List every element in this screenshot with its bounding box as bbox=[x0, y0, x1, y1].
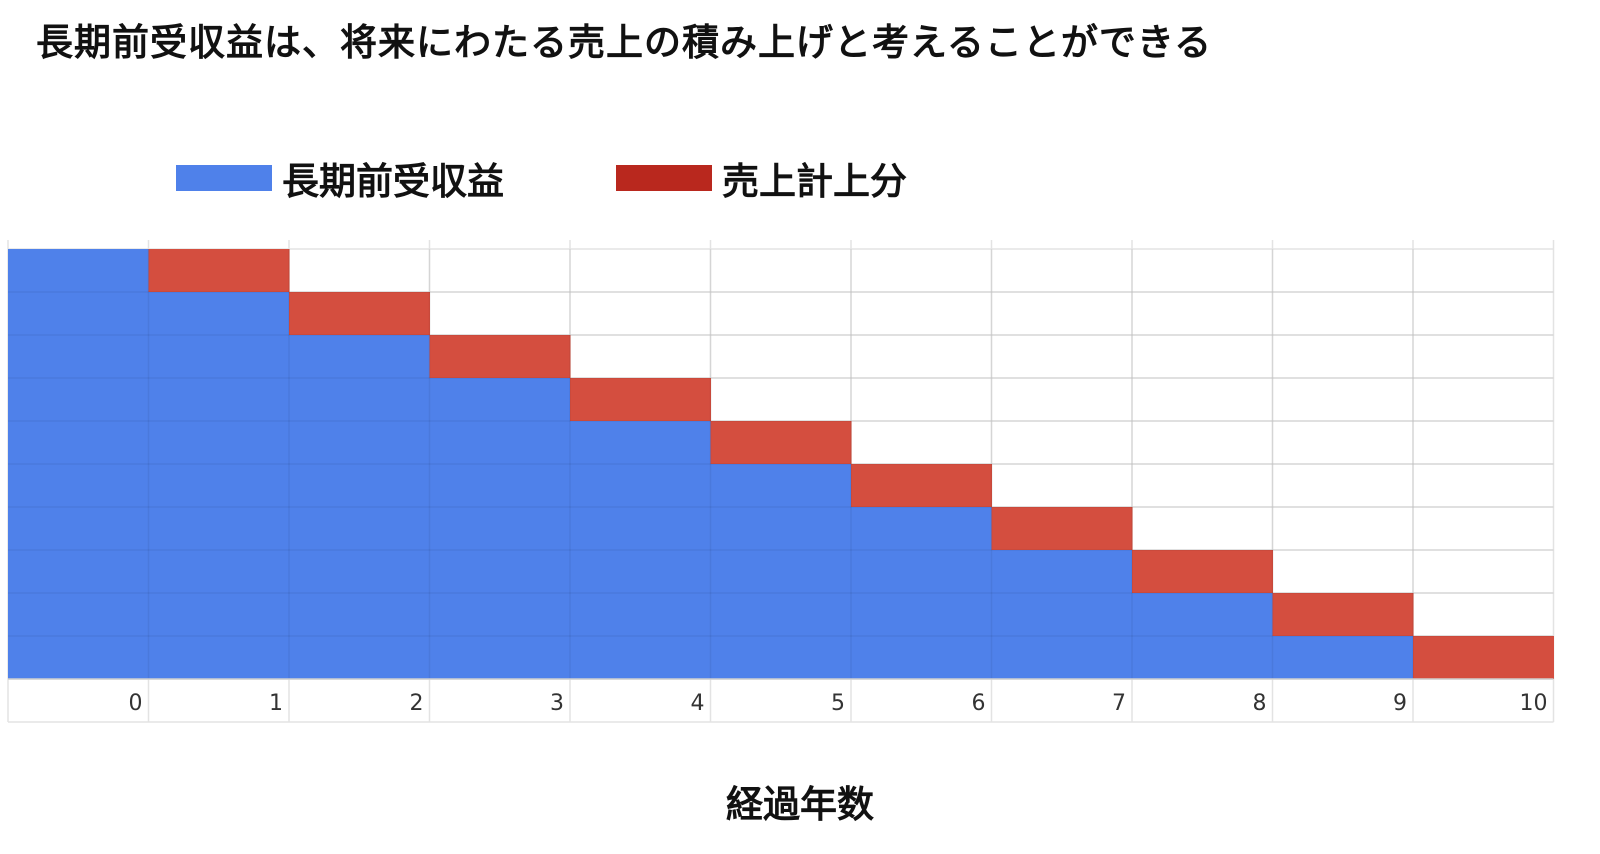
x-tick-label: 6 bbox=[972, 691, 986, 716]
x-tick-label: 8 bbox=[1253, 691, 1267, 716]
bar-deferred bbox=[1272, 636, 1414, 679]
bar-recognized bbox=[991, 507, 1133, 550]
x-tick-label: 7 bbox=[1112, 691, 1126, 716]
bar-deferred bbox=[570, 421, 711, 679]
bar-recognized bbox=[429, 335, 571, 378]
bar-deferred bbox=[1132, 593, 1273, 679]
bar-recognized bbox=[570, 378, 711, 421]
bar-deferred bbox=[710, 464, 852, 679]
legend-swatch-red bbox=[616, 165, 712, 191]
legend-swatch-blue bbox=[176, 165, 272, 191]
bar-deferred bbox=[851, 507, 992, 679]
x-tick-label: 10 bbox=[1520, 691, 1548, 716]
legend-label: 売上計上分 bbox=[722, 160, 907, 203]
bar-deferred bbox=[429, 378, 571, 679]
bar-deferred bbox=[289, 335, 430, 679]
x-tick-label: 4 bbox=[691, 691, 705, 716]
bar-recognized bbox=[148, 249, 290, 292]
x-tick-label: 1 bbox=[269, 691, 283, 716]
legend-label: 長期前受収益 bbox=[282, 160, 504, 203]
bar-recognized bbox=[710, 421, 852, 464]
x-tick-label: 0 bbox=[129, 691, 143, 716]
bar-deferred bbox=[148, 292, 290, 679]
x-axis-label: 経過年数 bbox=[726, 783, 874, 826]
legend-item-recognized-sales: 売上計上分 bbox=[616, 150, 907, 206]
bar-recognized bbox=[1132, 550, 1273, 593]
x-tick-label: 2 bbox=[410, 691, 424, 716]
legend-item-deferred-revenue: 長期前受収益 bbox=[176, 150, 504, 206]
bar-recognized bbox=[851, 464, 992, 507]
bar-deferred bbox=[8, 249, 149, 679]
bar-deferred bbox=[991, 550, 1133, 679]
chart-title: 長期前受収益は、将来にわたる売上の積み上げと考えることができる bbox=[36, 21, 1213, 64]
x-tick-label: 3 bbox=[550, 691, 564, 716]
bar-recognized bbox=[1272, 593, 1414, 636]
x-tick-label: 9 bbox=[1393, 691, 1407, 716]
bar-recognized bbox=[1413, 636, 1554, 679]
bar-recognized bbox=[289, 292, 430, 335]
x-tick-label: 5 bbox=[831, 691, 845, 716]
